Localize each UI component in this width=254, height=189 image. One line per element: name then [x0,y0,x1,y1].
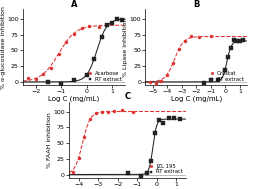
RT extract [47,81,50,83]
X-axis label: Log C (mg/mL): Log C (mg/mL) [170,96,221,102]
Y-axis label: % FAAH inhibition: % FAAH inhibition [46,112,52,168]
JZL 195 [112,110,115,112]
X-axis label: Log C (mg/mL): Log C (mg/mL) [102,188,152,189]
Line: RT extract: RT extract [47,18,123,85]
RT extract [226,56,229,58]
Line: Acarbose: Acarbose [26,25,101,80]
Acarbose [87,25,90,27]
Acarbose [65,41,68,43]
RT extract [166,116,169,119]
JZL 195 [100,111,103,113]
Acarbose [26,77,29,80]
RT extract [115,18,118,20]
Title: A: A [70,0,77,9]
RT extract [105,24,108,26]
Acarbose [34,77,37,80]
Title: C: C [124,92,130,101]
Orlistat [197,36,200,38]
RT extract [125,172,129,174]
RT extract [100,36,103,38]
JZL 195 [120,109,123,112]
Line: RT extract: RT extract [201,39,244,84]
Acarbose [80,27,83,29]
X-axis label: Log C (mg/mL): Log C (mg/mL) [48,96,99,102]
RT extract [110,22,113,24]
RT extract [157,119,160,121]
RT extract [145,172,148,174]
Orlistat [159,80,162,82]
RT extract [201,82,204,84]
RT extract [161,122,164,124]
RT extract [92,58,96,60]
Y-axis label: % α-glucosidase inhibition: % α-glucosidase inhibition [1,6,6,89]
Acarbose [72,33,75,35]
Acarbose [57,52,60,55]
JZL 195 [83,136,86,138]
Title: B: B [193,0,199,9]
JZL 195 [71,171,74,173]
RT extract [229,47,232,49]
RT extract [178,118,181,120]
Orlistat [177,48,180,50]
Line: JZL 195: JZL 195 [71,109,134,173]
Legend: Acarbose, RT extract: Acarbose, RT extract [86,70,122,82]
JZL 195 [77,157,80,159]
RT extract [237,40,241,42]
RT extract [153,132,156,134]
Legend: Orlistat, RT extract: Orlistat, RT extract [208,70,244,82]
RT extract [241,39,244,42]
JZL 195 [88,117,91,120]
Orlistat [171,62,174,64]
RT extract [232,39,235,42]
JZL 195 [94,112,97,114]
Y-axis label: % Lipase inhibition: % Lipase inhibition [123,17,128,77]
Orlistat [153,82,156,84]
Orlistat [148,81,151,83]
Line: Orlistat: Orlistat [148,34,212,84]
RT extract [72,79,75,81]
JZL 195 [106,110,109,113]
Line: RT extract: RT extract [125,116,181,177]
RT extract [149,160,152,162]
Acarbose [98,26,101,28]
Orlistat [188,34,191,37]
RT extract [120,19,123,21]
Orlistat [182,40,185,42]
Acarbose [49,67,52,70]
RT extract [59,82,62,85]
RT extract [85,74,88,76]
RT extract [139,174,142,177]
Legend: JZL 195, RT extract: JZL 195, RT extract [147,163,183,175]
JZL 195 [131,111,134,113]
Acarbose [42,73,45,76]
RT extract [172,117,175,119]
RT extract [223,68,226,71]
RT extract [216,78,219,81]
RT extract [235,40,238,42]
RT extract [209,79,212,81]
Orlistat [165,74,168,76]
Orlistat [209,35,212,37]
